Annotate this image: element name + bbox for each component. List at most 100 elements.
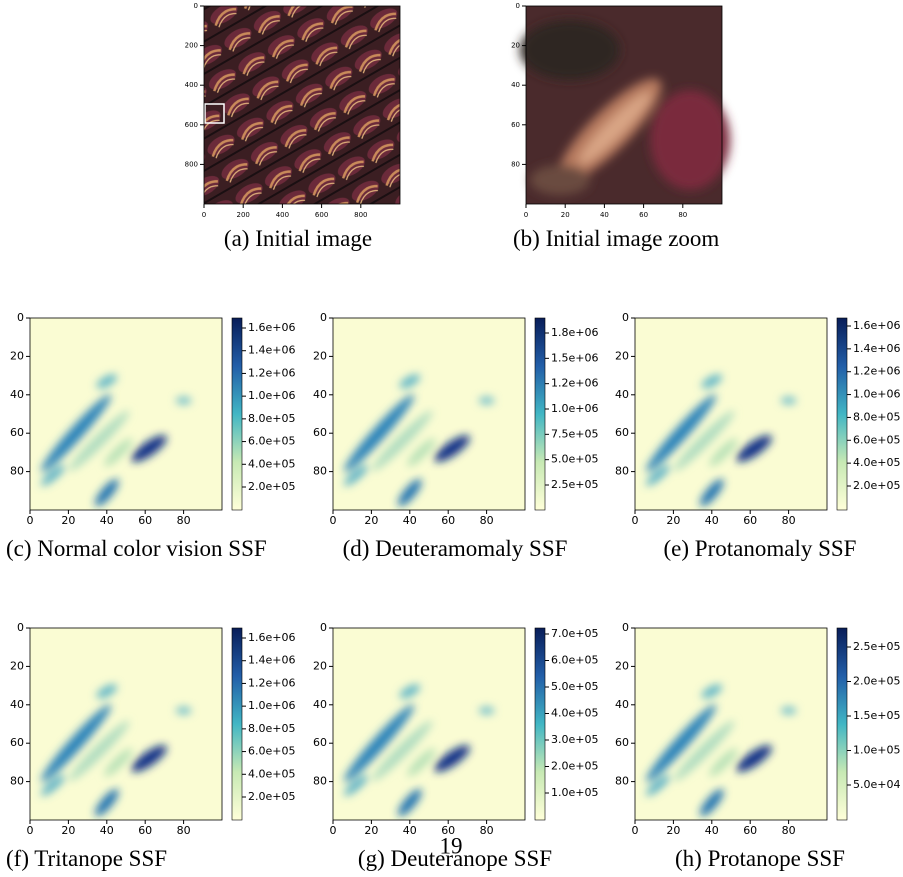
heatmap <box>30 318 222 510</box>
heatmap <box>333 628 525 820</box>
caption: (c) Normal color vision SSF <box>6 536 267 561</box>
y-tick-label: 40 <box>10 388 24 401</box>
y-tick-label: 0 <box>17 621 24 634</box>
y-tick-label: 40 <box>313 698 327 711</box>
caption: (e) Protanomaly SSF <box>663 536 857 561</box>
y-tick-label: 60 <box>511 121 520 129</box>
y-tick-label: 600 <box>185 121 198 129</box>
y-tick-label: 0 <box>320 621 327 634</box>
colorbar-tick-label: 1.5e+05 <box>853 709 900 722</box>
heatmap <box>30 628 222 820</box>
x-tick-label: 40 <box>403 824 417 837</box>
colorbar-tick-label: 8.0e+05 <box>248 722 295 735</box>
x-tick-label: 0 <box>632 824 639 837</box>
y-tick-label: 80 <box>615 465 629 478</box>
x-tick-label: 40 <box>403 514 417 527</box>
x-tick-label: 60 <box>743 514 757 527</box>
y-tick-label: 20 <box>615 659 629 672</box>
colorbar <box>231 317 243 511</box>
colorbar-tick-label: 1.6e+06 <box>853 319 900 332</box>
x-tick-label: 80 <box>480 514 494 527</box>
x-tick-label: 80 <box>782 824 796 837</box>
y-tick-label: 20 <box>10 349 24 362</box>
y-tick-label: 200 <box>185 42 198 50</box>
x-tick-label: 80 <box>782 514 796 527</box>
colorbar-tick-label: 1.2e+06 <box>248 676 295 689</box>
frame <box>634 317 828 511</box>
colorbar-tick-label: 7.0e+05 <box>551 627 598 640</box>
y-tick-label: 60 <box>10 426 24 439</box>
x-tick-label: 20 <box>61 514 75 527</box>
caption: (h) Protanope SSF <box>675 846 845 871</box>
y-tick-label: 40 <box>615 388 629 401</box>
colorbar-tick-label: 3.0e+05 <box>551 733 598 746</box>
caption: (g) Deuteranope SSF <box>357 846 553 871</box>
y-tick-label: 20 <box>313 659 327 672</box>
colorbar-tick-label: 7.5e+05 <box>551 427 598 440</box>
initial-image <box>204 6 400 204</box>
colorbar-tick-label: 1.0e+06 <box>248 699 295 712</box>
colorbar <box>534 317 546 511</box>
y-tick-label: 20 <box>511 42 520 50</box>
colorbar <box>534 627 546 821</box>
y-tick-label: 60 <box>313 736 327 749</box>
colorbar-tick-label: 8.0e+05 <box>853 410 900 423</box>
x-tick-label: 0 <box>632 514 639 527</box>
y-tick-label: 20 <box>313 349 327 362</box>
page-number: 19 <box>440 833 463 858</box>
x-tick-label: 60 <box>138 514 152 527</box>
caption: (d) Deuteramomaly SSF <box>342 536 568 561</box>
y-tick-label: 60 <box>615 426 629 439</box>
y-tick-label: 60 <box>615 736 629 749</box>
colorbar-tick-label: 6.0e+05 <box>248 745 295 758</box>
x-tick-label: 80 <box>480 824 494 837</box>
colorbar-tick-label: 1.2e+06 <box>551 377 598 390</box>
heatmap <box>333 318 525 510</box>
y-tick-label: 400 <box>185 81 198 89</box>
y-tick-label: 40 <box>615 698 629 711</box>
colorbar-tick-label: 1.0e+05 <box>853 744 900 757</box>
zoom-box <box>204 103 225 124</box>
y-tick-label: 80 <box>313 465 327 478</box>
y-tick-label: 80 <box>10 775 24 788</box>
colorbar-tick-label: 4.0e+05 <box>248 457 295 470</box>
colorbar <box>231 627 243 821</box>
y-tick-label: 0 <box>320 311 327 324</box>
colorbar-tick-label: 1.4e+06 <box>248 344 295 357</box>
x-tick-label: 0 <box>27 824 34 837</box>
colorbar-tick-label: 5.0e+04 <box>853 778 900 791</box>
x-tick-label: 80 <box>177 824 191 837</box>
colorbar-tick-label: 1.2e+06 <box>853 365 900 378</box>
frame <box>525 5 723 205</box>
heatmap <box>635 628 827 820</box>
x-tick-label: 40 <box>600 211 609 219</box>
colorbar-tick-label: 6.0e+05 <box>551 654 598 667</box>
x-tick-label: 60 <box>743 824 757 837</box>
y-tick-label: 60 <box>313 426 327 439</box>
x-tick-label: 40 <box>705 514 719 527</box>
y-tick-label: 0 <box>622 311 629 324</box>
colorbar-tick-label: 1.6e+06 <box>248 631 295 644</box>
x-tick-label: 0 <box>202 211 206 219</box>
frame <box>332 627 526 821</box>
colorbar-tick-label: 4.0e+05 <box>248 767 295 780</box>
y-tick-label: 80 <box>10 465 24 478</box>
x-tick-label: 20 <box>364 824 378 837</box>
colorbar-tick-label: 2.0e+05 <box>248 790 295 803</box>
colorbar-tick-label: 4.0e+05 <box>551 707 598 720</box>
y-tick-label: 60 <box>10 736 24 749</box>
x-tick-label: 0 <box>330 514 337 527</box>
y-tick-label: 80 <box>615 775 629 788</box>
zoom-texture <box>520 20 730 195</box>
y-tick-label: 0 <box>17 311 24 324</box>
x-tick-label: 20 <box>364 514 378 527</box>
x-tick-label: 600 <box>315 211 328 219</box>
colorbar-tick-label: 1.0e+06 <box>551 402 598 415</box>
colorbar-tick-label: 2.0e+05 <box>853 479 900 492</box>
colorbar-tick-label: 2.0e+05 <box>853 675 900 688</box>
x-tick-label: 60 <box>441 824 455 837</box>
colorbar <box>836 627 848 821</box>
y-tick-label: 0 <box>516 2 520 10</box>
colorbar-tick-label: 1.2e+06 <box>248 366 295 379</box>
